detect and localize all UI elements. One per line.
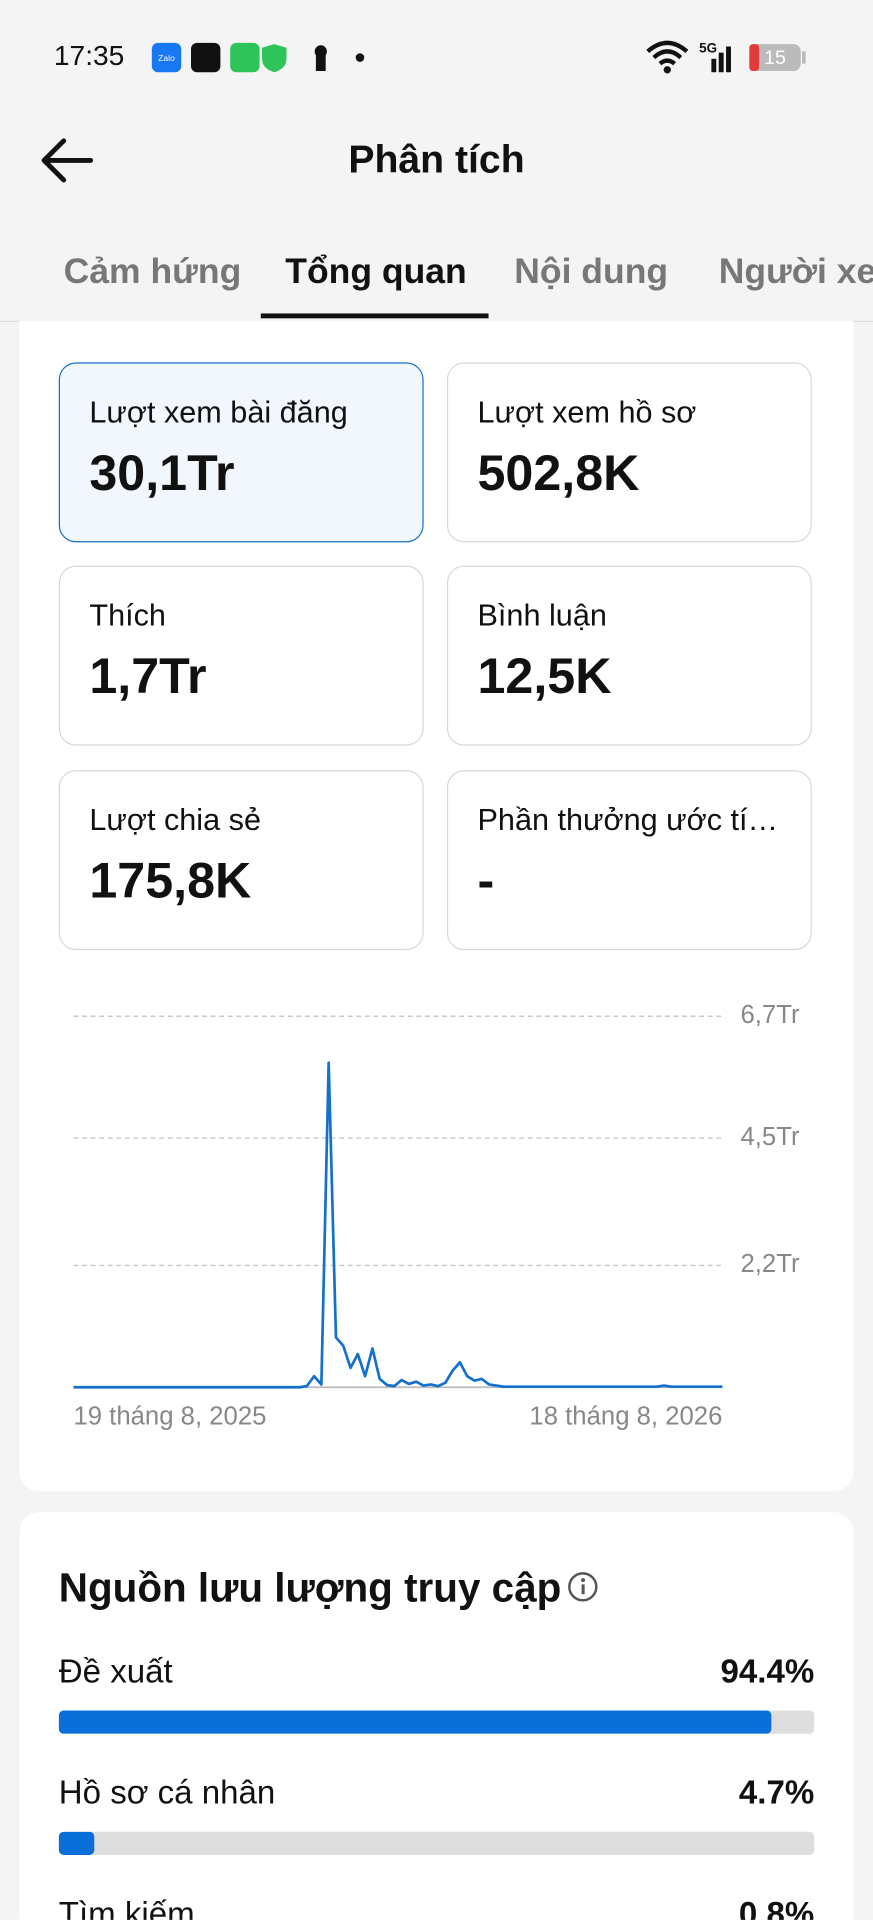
stat-label: Phần thưởng ước tí… (477, 803, 779, 838)
stat-card[interactable]: Lượt xem bài đăng 30,1Tr (58, 362, 424, 543)
stat-label: Lượt chia sẻ (89, 803, 261, 838)
traffic-value: 94.4% (720, 1652, 815, 1690)
traffic-value: 0.8% (738, 1895, 815, 1920)
signal-bar (718, 52, 724, 73)
battery-tip (801, 51, 806, 64)
tab-indicator (260, 313, 489, 319)
zalo-icon-text: Zalo (158, 53, 175, 63)
traffic-bar (58, 1710, 772, 1734)
stat-card[interactable]: Lượt chia sẻ 175,8K (58, 770, 424, 951)
back-arrow (41, 138, 94, 183)
traffic-label: Hồ sơ cá nhân (58, 1774, 276, 1811)
stat-card[interactable]: Phần thưởng ước tí… - (446, 770, 812, 951)
battery-text: 15 (764, 47, 786, 69)
info-circle (568, 1572, 598, 1602)
traffic-value: 4.7% (738, 1774, 815, 1811)
traffic-bar (58, 1831, 95, 1855)
battery (749, 44, 801, 72)
stat-value: 175,8K (89, 852, 252, 909)
key-icon-body (315, 53, 326, 72)
back-button[interactable] (37, 135, 101, 186)
dot-icon (355, 53, 365, 62)
stat-value: 30,1Tr (89, 444, 235, 501)
traffic-label: Tìm kiếm (58, 1895, 195, 1920)
stat-card[interactable]: Thích 1,7Tr (58, 565, 424, 746)
stat-label: Lượt xem bài đăng (89, 395, 348, 430)
stat-value: - (477, 852, 495, 909)
stat-label: Lượt xem hồ sơ (477, 395, 697, 430)
wifi-icon (646, 40, 689, 66)
traffic-label: Đề xuất (58, 1652, 173, 1690)
signal-bar (726, 46, 731, 73)
battery-level (749, 44, 760, 72)
tab[interactable]: Tổng quan (285, 252, 467, 292)
stat-card[interactable]: Lượt xem hồ sơ 502,8K (446, 362, 812, 543)
traffic-track (58, 1831, 815, 1855)
stat-label: Thích (89, 598, 166, 634)
status-time: 17:35 (53, 39, 125, 72)
network-type: 5G (699, 41, 717, 56)
status-icons: Zalo (151, 42, 365, 73)
stat-value: 1,7Tr (89, 647, 207, 705)
info-dot (581, 1578, 586, 1583)
tiktok-icon (191, 42, 221, 73)
stat-label: Bình luận (477, 598, 607, 634)
messages-icon (230, 42, 260, 73)
zalo-icon (151, 42, 182, 73)
tab-bar: Cảm hứng Tổng quan Nội dung Người xem (0, 245, 873, 323)
tab[interactable]: Cảm hứng (63, 252, 242, 292)
stat-card[interactable]: Bình luận 12,5K (446, 565, 812, 746)
shield-icon (262, 44, 287, 73)
info-icon[interactable] (567, 1571, 601, 1605)
page-title: Phân tích (348, 137, 525, 182)
traffic-track (58, 1710, 815, 1734)
stat-value: 502,8K (477, 444, 640, 501)
tab[interactable]: Người xem (718, 252, 873, 292)
traffic-title: Nguồn lưu lượng truy cập (58, 1564, 562, 1611)
stat-value: 12,5K (477, 647, 612, 705)
info-stem (581, 1584, 585, 1595)
status-right: 5G 15 (646, 40, 806, 74)
signal-bar (711, 58, 717, 73)
wifi-dot (663, 66, 671, 74)
tab[interactable]: Nội dung (514, 252, 669, 292)
